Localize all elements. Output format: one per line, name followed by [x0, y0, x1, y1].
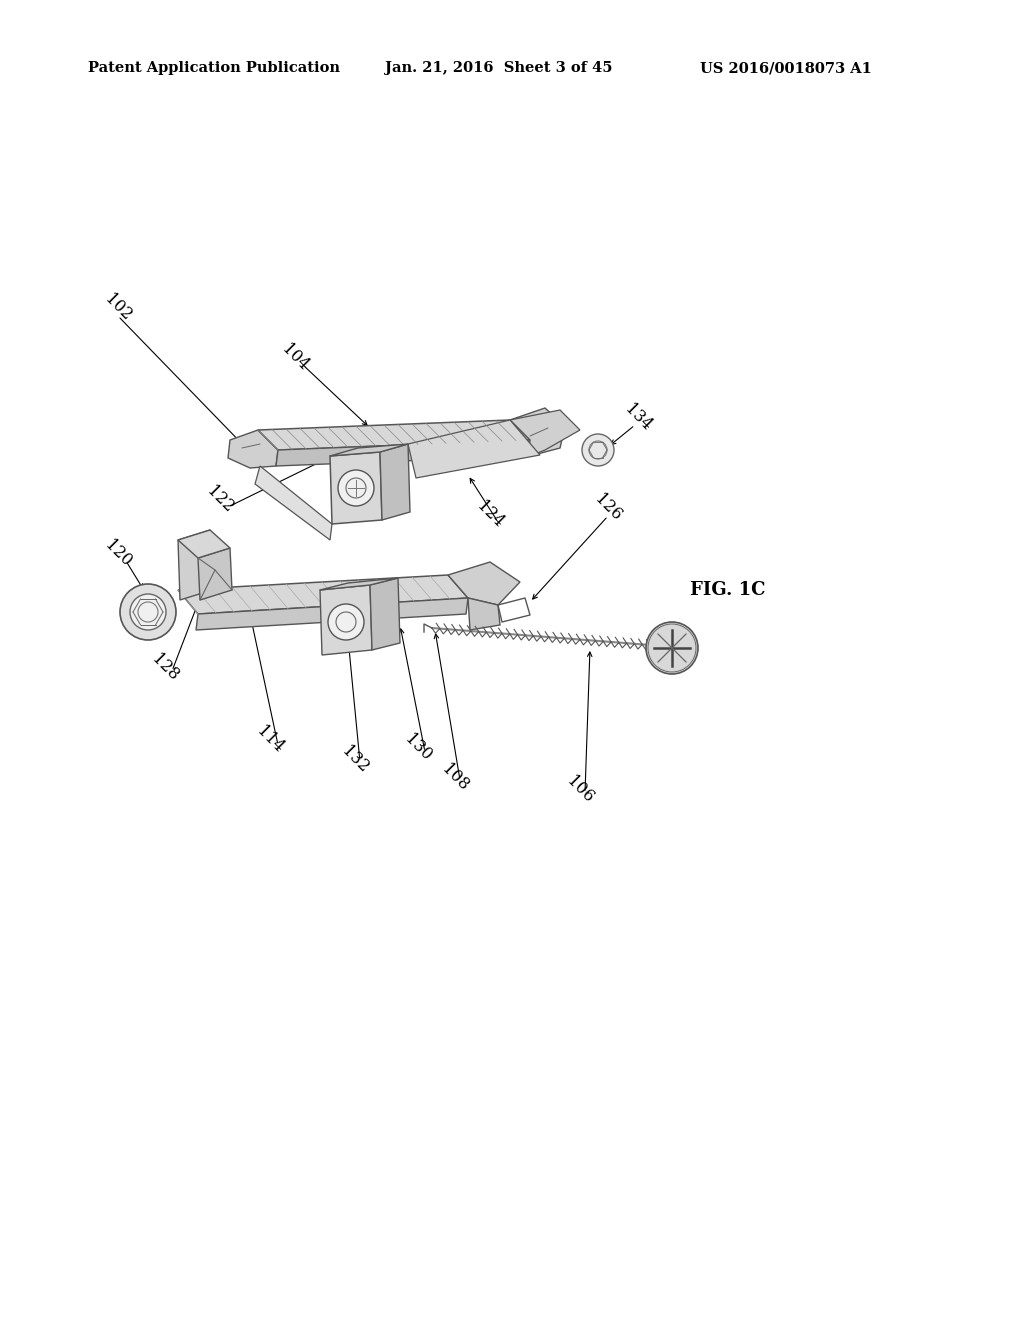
- Text: 108: 108: [438, 762, 472, 795]
- Polygon shape: [198, 548, 232, 601]
- Circle shape: [130, 594, 166, 630]
- Text: 126: 126: [591, 491, 625, 525]
- Text: FIG. 1C: FIG. 1C: [690, 581, 766, 599]
- Polygon shape: [408, 420, 540, 478]
- Polygon shape: [178, 576, 468, 614]
- Circle shape: [328, 605, 364, 640]
- Circle shape: [646, 622, 698, 675]
- Circle shape: [338, 470, 374, 506]
- Polygon shape: [370, 578, 400, 649]
- Polygon shape: [178, 531, 230, 558]
- Polygon shape: [468, 598, 500, 630]
- Text: Patent Application Publication: Patent Application Publication: [88, 61, 340, 75]
- Text: 114: 114: [253, 723, 287, 756]
- Polygon shape: [276, 440, 530, 466]
- Polygon shape: [380, 444, 410, 520]
- Polygon shape: [319, 578, 398, 590]
- Text: 102: 102: [101, 292, 135, 325]
- Polygon shape: [255, 466, 332, 540]
- Polygon shape: [510, 411, 580, 455]
- Text: 134: 134: [622, 401, 654, 434]
- Circle shape: [120, 583, 176, 640]
- Text: 122: 122: [203, 483, 237, 517]
- Text: 106: 106: [563, 774, 597, 807]
- Text: 104: 104: [279, 341, 311, 375]
- Polygon shape: [510, 408, 565, 455]
- Polygon shape: [196, 598, 468, 630]
- Polygon shape: [228, 430, 278, 469]
- Polygon shape: [330, 451, 382, 524]
- Circle shape: [582, 434, 614, 466]
- Polygon shape: [319, 585, 372, 655]
- Text: Jan. 21, 2016  Sheet 3 of 45: Jan. 21, 2016 Sheet 3 of 45: [385, 61, 612, 75]
- Polygon shape: [258, 420, 530, 450]
- Text: 120: 120: [101, 537, 135, 570]
- Text: 124: 124: [473, 498, 507, 532]
- Text: 130: 130: [401, 731, 435, 764]
- Polygon shape: [178, 531, 212, 601]
- Polygon shape: [330, 444, 408, 455]
- Polygon shape: [449, 562, 520, 605]
- Text: 132: 132: [338, 743, 372, 777]
- Text: US 2016/0018073 A1: US 2016/0018073 A1: [700, 61, 871, 75]
- Text: 128: 128: [148, 651, 182, 685]
